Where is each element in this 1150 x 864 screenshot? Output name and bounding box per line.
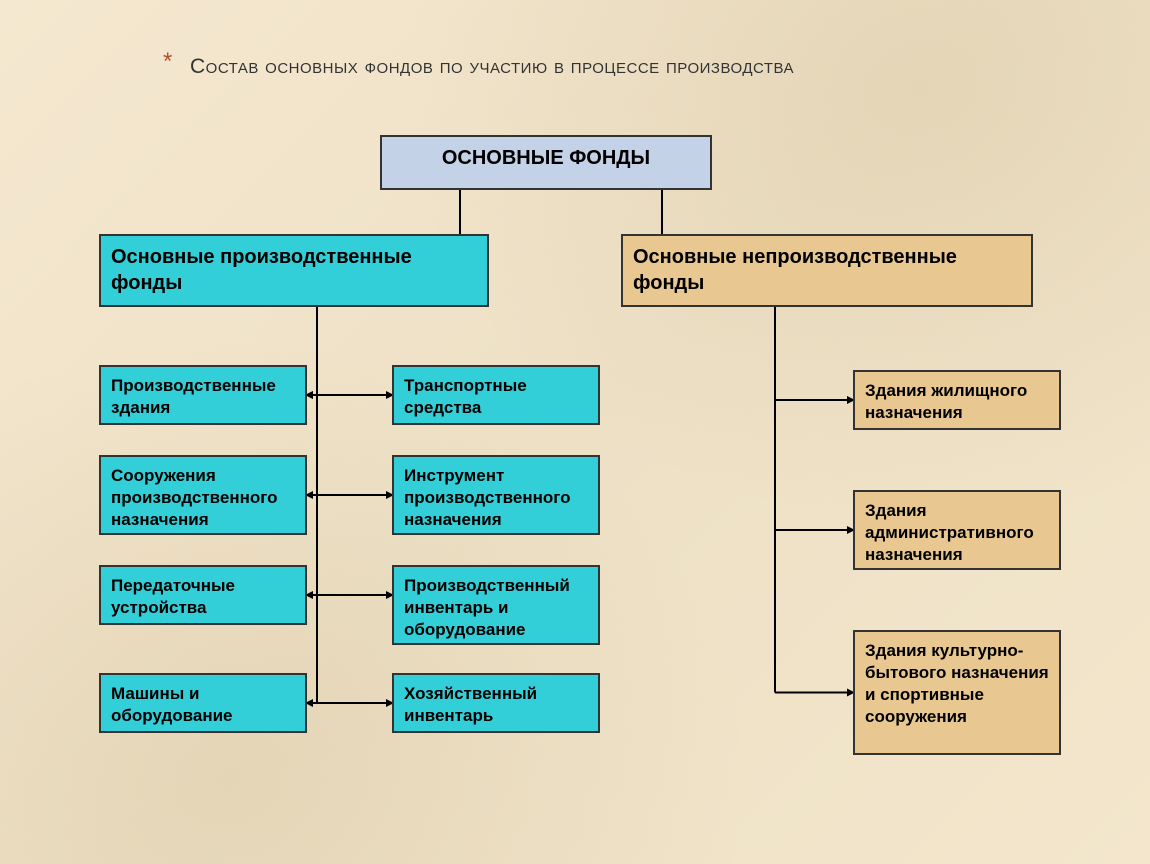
right-child-2: Здания культурно-бытового назначения и с…	[853, 630, 1061, 755]
branch-left-main: Основные производственные фонды	[99, 234, 489, 307]
branch-right-main: Основные непроизводственные фонды	[621, 234, 1033, 307]
left-child-0-right: Транспортные средства	[392, 365, 600, 425]
right-child-1: Здания административного назначения	[853, 490, 1061, 570]
left-child-3-right: Хозяйственный инвентарь	[392, 673, 600, 733]
page-title: Состав основных фондов по участию в проц…	[190, 55, 794, 79]
left-child-3-left: Машины и оборудование	[99, 673, 307, 733]
right-child-0: Здания жилищного назначения	[853, 370, 1061, 430]
left-child-1-right: Инструмент производственного назначения	[392, 455, 600, 535]
title-asterisk: *	[163, 48, 172, 76]
left-child-0-left: Производственные здания	[99, 365, 307, 425]
left-child-2-right: Производственный инвентарь и оборудовани…	[392, 565, 600, 645]
left-child-2-left: Передаточные устройства	[99, 565, 307, 625]
left-child-1-left: Сооружения производственного назначения	[99, 455, 307, 535]
root-box: ОСНОВНЫЕ ФОНДЫ	[380, 135, 712, 190]
